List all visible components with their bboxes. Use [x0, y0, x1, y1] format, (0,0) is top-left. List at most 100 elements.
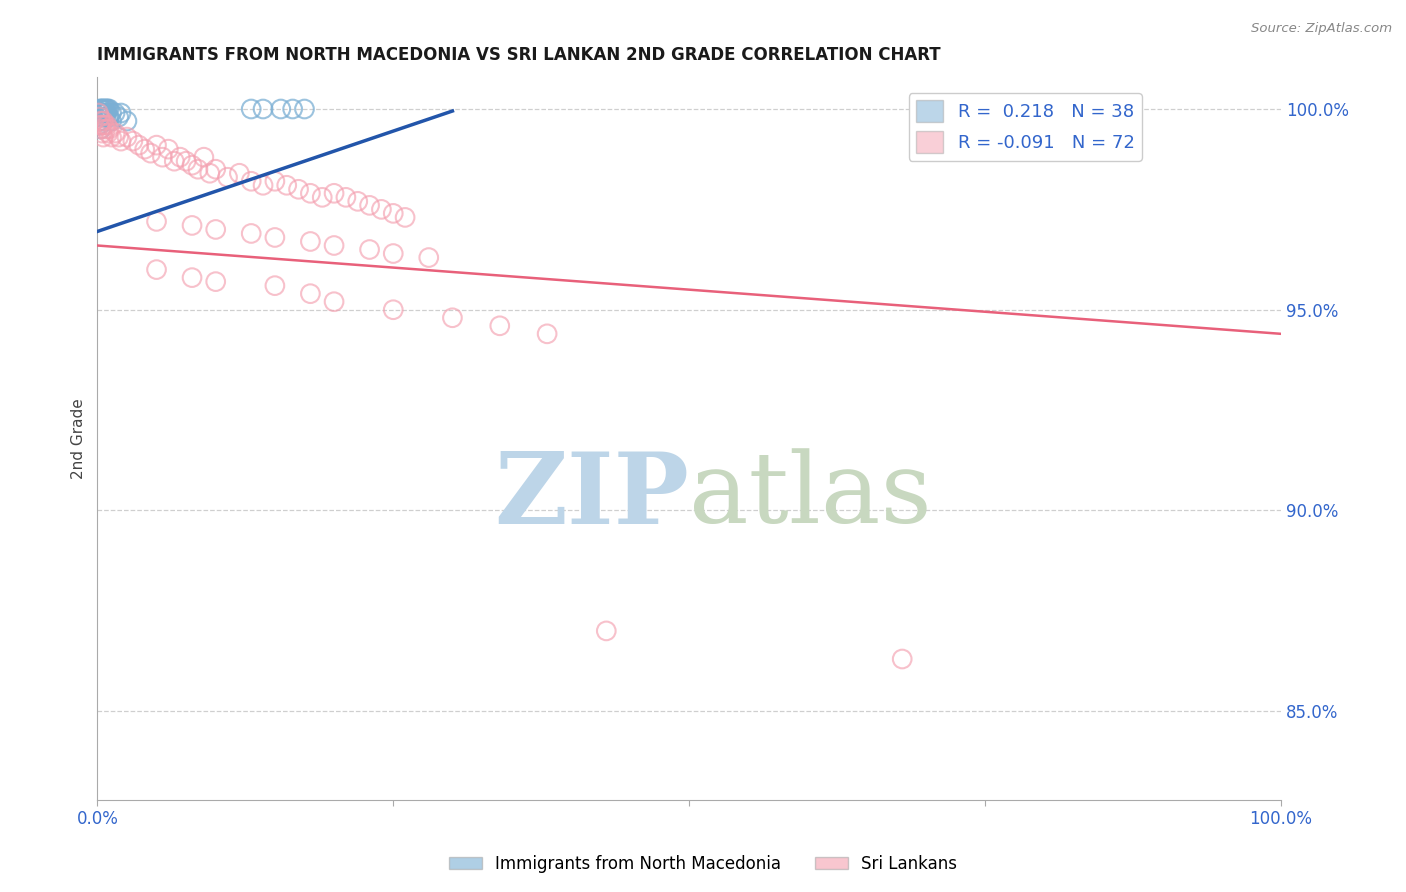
Point — [91, 102, 114, 116]
Point — [110, 106, 132, 120]
Point — [94, 110, 117, 124]
Point — [89, 118, 111, 132]
Point — [89, 110, 111, 124]
Point — [264, 278, 287, 293]
Point — [139, 146, 162, 161]
Point — [89, 114, 111, 128]
Text: IMMIGRANTS FROM NORTH MACEDONIA VS SRI LANKAN 2ND GRADE CORRELATION CHART: IMMIGRANTS FROM NORTH MACEDONIA VS SRI L… — [97, 46, 941, 64]
Point — [100, 130, 122, 145]
Point — [107, 110, 129, 124]
Point — [382, 246, 405, 260]
Point — [252, 178, 274, 193]
Point — [418, 251, 440, 265]
Point — [394, 211, 416, 225]
Point — [335, 190, 357, 204]
Point — [193, 150, 215, 164]
Point — [204, 222, 226, 236]
Point — [97, 126, 120, 140]
Point — [115, 130, 138, 145]
Point — [441, 310, 464, 325]
Point — [90, 114, 112, 128]
Point — [157, 142, 180, 156]
Point — [181, 219, 204, 233]
Point — [91, 118, 114, 132]
Point — [110, 134, 132, 148]
Point — [94, 102, 117, 116]
Point — [346, 194, 368, 209]
Point — [323, 294, 346, 309]
Legend: Immigrants from North Macedonia, Sri Lankans: Immigrants from North Macedonia, Sri Lan… — [441, 848, 965, 880]
Point — [87, 106, 110, 120]
Point — [240, 174, 263, 188]
Point — [299, 286, 322, 301]
Point — [323, 238, 346, 252]
Point — [145, 262, 167, 277]
Point — [264, 230, 287, 244]
Point — [90, 110, 112, 124]
Point — [281, 102, 304, 116]
Point — [94, 122, 117, 136]
Point — [90, 122, 112, 136]
Point — [264, 174, 287, 188]
Point — [91, 110, 114, 124]
Point — [299, 235, 322, 249]
Point — [96, 106, 118, 120]
Point — [97, 110, 120, 124]
Point — [270, 102, 292, 116]
Point — [359, 243, 381, 257]
Point — [93, 102, 115, 116]
Point — [891, 652, 914, 666]
Point — [93, 106, 115, 120]
Point — [89, 118, 111, 132]
Point — [370, 202, 392, 217]
Point — [174, 154, 197, 169]
Point — [91, 130, 114, 145]
Point — [294, 102, 316, 116]
Point — [299, 186, 322, 201]
Point — [90, 102, 112, 116]
Point — [187, 162, 209, 177]
Point — [217, 170, 239, 185]
Point — [128, 138, 150, 153]
Point — [145, 214, 167, 228]
Legend: R =  0.218   N = 38, R = -0.091   N = 72: R = 0.218 N = 38, R = -0.091 N = 72 — [908, 93, 1142, 161]
Point — [91, 114, 114, 128]
Point — [90, 122, 112, 136]
Point — [98, 122, 121, 136]
Point — [204, 162, 226, 177]
Point — [595, 624, 617, 638]
Point — [198, 166, 221, 180]
Point — [93, 118, 115, 132]
Point — [169, 150, 191, 164]
Point — [90, 114, 112, 128]
Point — [90, 106, 112, 120]
Point — [96, 118, 118, 132]
Point — [91, 106, 114, 120]
Text: ZIP: ZIP — [495, 448, 689, 544]
Point — [98, 102, 121, 116]
Point — [240, 102, 263, 116]
Text: atlas: atlas — [689, 448, 932, 544]
Point — [323, 186, 346, 201]
Point — [181, 158, 204, 172]
Point — [276, 178, 298, 193]
Point — [163, 154, 186, 169]
Point — [96, 102, 118, 116]
Point — [488, 318, 510, 333]
Point — [87, 106, 110, 120]
Point — [100, 114, 122, 128]
Point — [98, 110, 121, 124]
Point — [91, 114, 114, 128]
Point — [152, 150, 174, 164]
Point — [89, 102, 111, 116]
Point — [91, 102, 114, 116]
Point — [107, 130, 129, 145]
Point — [115, 114, 138, 128]
Point — [91, 106, 114, 120]
Point — [100, 106, 122, 120]
Point — [287, 182, 309, 196]
Point — [87, 118, 110, 132]
Y-axis label: 2nd Grade: 2nd Grade — [72, 398, 86, 479]
Point — [121, 134, 143, 148]
Point — [382, 206, 405, 220]
